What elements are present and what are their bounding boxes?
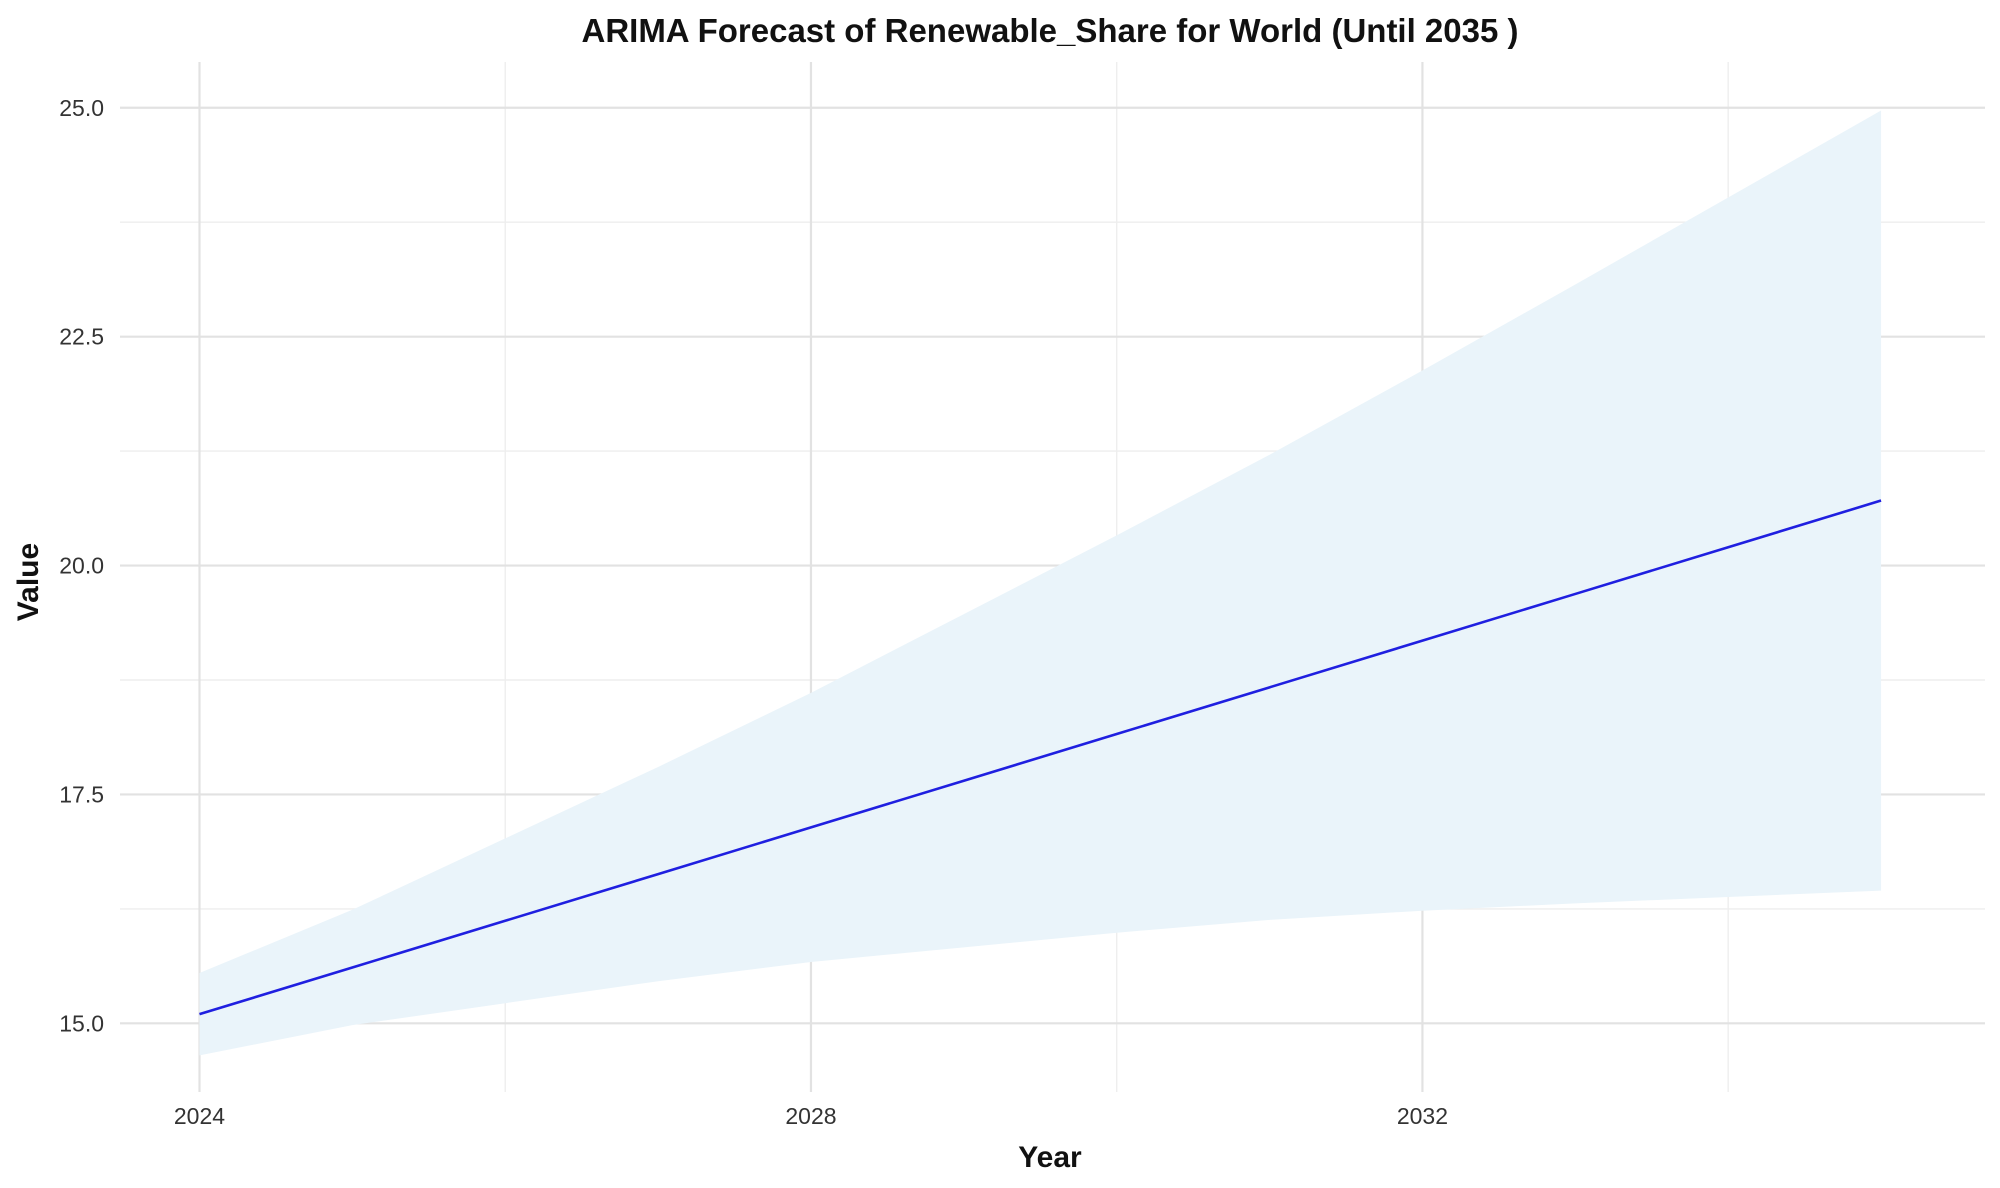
- y-tick-label-20.0: 20.0: [59, 553, 104, 579]
- y-tick-label-22.5: 22.5: [59, 324, 104, 350]
- chart-title: ARIMA Forecast of Renewable_Share for Wo…: [581, 12, 1518, 49]
- y-tick-label-17.5: 17.5: [59, 781, 104, 807]
- x-axis-ticks: 2024 2028 2032: [174, 1103, 1448, 1129]
- confidence-band-layer: [199, 110, 1882, 1056]
- y-tick-label-25.0: 25.0: [59, 95, 104, 121]
- confidence-band: [199, 110, 1882, 1056]
- x-tick-label-2028: 2028: [785, 1103, 836, 1129]
- x-tick-label-2032: 2032: [1397, 1103, 1448, 1129]
- y-tick-label-15.0: 15.0: [59, 1010, 104, 1036]
- y-axis-title: Value: [12, 543, 45, 621]
- y-axis-ticks: 15.0 17.5 20.0 22.5 25.0: [59, 95, 104, 1037]
- x-axis-title: Year: [1018, 1141, 1082, 1174]
- x-tick-label-2024: 2024: [174, 1103, 225, 1129]
- forecast-line-layer: [199, 499, 1882, 1016]
- forecast-line: [199, 499, 1882, 1016]
